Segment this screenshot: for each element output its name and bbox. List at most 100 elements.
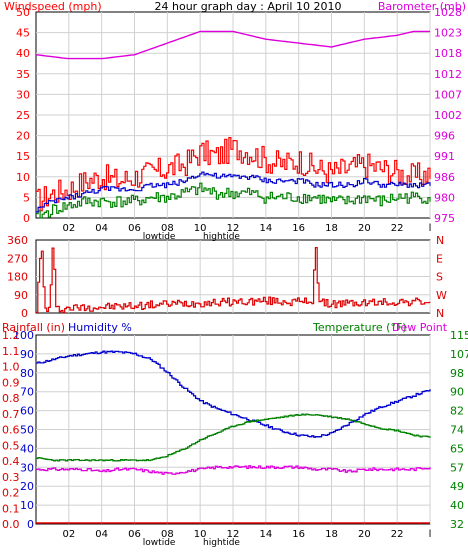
- dewpoint-axis-label: Dew Point: [392, 321, 448, 334]
- humidity-axis-tick: 0: [27, 518, 34, 531]
- rainfall-axis-tick: 1.0: [2, 361, 20, 374]
- barometer-axis-tick: 1012: [434, 68, 462, 81]
- temperature-series-line: [36, 413, 431, 462]
- windspeed-axis-label: Windspeed (mph): [4, 0, 102, 13]
- humidity-axis-tick: 100: [13, 329, 34, 342]
- temperature-axis-tick: 115: [450, 329, 468, 342]
- wind-gust-series-line: [36, 137, 431, 212]
- humidity-axis-tick: 90: [20, 348, 34, 361]
- wind-axis-tick: 0: [23, 212, 30, 225]
- wind-axis-tick: 20: [16, 130, 30, 143]
- rainfall-axis-label: Rainfall (in): [2, 321, 65, 334]
- hour-tick-label: 20: [358, 223, 371, 234]
- hour-tick-label: 18: [325, 529, 338, 540]
- wind-axis-tick: 5: [23, 191, 30, 204]
- hightide-label: hightide: [203, 538, 240, 548]
- lowtide-label: lowtide: [143, 538, 176, 548]
- barometer-axis-tick: 986: [434, 171, 455, 184]
- direction-axis-tick: 90: [14, 289, 28, 302]
- barometer-axis-tick: 991: [434, 150, 455, 163]
- hour-tick-label: 04: [95, 529, 108, 540]
- rainfall-axis-tick: 1.2: [2, 329, 20, 342]
- hour-tick-label: 08: [161, 223, 174, 234]
- rainfall-axis-tick: 0.3: [2, 471, 20, 484]
- temperature-axis-tick: 65: [450, 442, 464, 455]
- wind-axis-tick: 40: [16, 47, 30, 60]
- wind-axis-tick: 25: [16, 109, 30, 122]
- hour-tick-label: 02: [62, 223, 75, 234]
- hour-tick-label: 12: [227, 223, 240, 234]
- hour-tick-label: l: [429, 223, 432, 234]
- temperature-axis-tick: 107: [450, 348, 468, 361]
- hour-tick-label: 22: [391, 223, 404, 234]
- humidity-axis-tick: 40: [20, 442, 34, 455]
- hour-tick-label: 12: [227, 529, 240, 540]
- chart-title: 24 hour graph day : April 10 2010: [155, 0, 342, 13]
- direction-axis-tick: 360: [7, 234, 28, 247]
- wind-base-series-line: [36, 182, 431, 219]
- hour-tick-label: 14: [259, 223, 272, 234]
- wind-axis-tick: 50: [16, 6, 30, 19]
- temperature-axis-tick: 74: [450, 424, 464, 437]
- barometer-axis-tick: 1002: [434, 109, 462, 122]
- hour-tick-label: 10: [194, 223, 207, 234]
- direction-axis-tick: 0: [21, 307, 28, 320]
- temperature-axis-label: Temperature (°F): [312, 321, 407, 334]
- humidity-series-line: [36, 350, 431, 438]
- hour-tick-label: 06: [128, 223, 141, 234]
- barometer-axis-tick: 996: [434, 130, 455, 143]
- hour-tick-label: 16: [292, 223, 305, 234]
- humidity-axis-tick: 60: [20, 405, 34, 418]
- hour-tick-label: 18: [325, 223, 338, 234]
- barometer-axis-label: Barometer (mb): [378, 0, 466, 13]
- rainfall-axis-tick: 0.0: [2, 518, 20, 531]
- barometer-axis-tick: 1028: [434, 6, 462, 19]
- barometer-axis-tick: 1007: [434, 88, 462, 101]
- hour-tick-label: 20: [358, 529, 371, 540]
- lowtide-label: lowtide: [143, 232, 176, 242]
- hour-tick-label: 14: [259, 529, 272, 540]
- compass-axis-tick: N: [436, 307, 444, 320]
- compass-axis-tick: W: [436, 289, 447, 302]
- hour-tick-label: 22: [391, 529, 404, 540]
- temperature-axis-tick: 40: [450, 499, 464, 512]
- hour-tick-label: 02: [62, 529, 75, 540]
- barometer-series-line: [35, 30, 430, 60]
- dewpoint-series-line: [36, 465, 431, 475]
- compass-axis-tick: N: [436, 234, 444, 247]
- temperature-axis-tick: 49: [450, 480, 464, 493]
- rainfall-axis-tick: 0.8: [2, 392, 20, 405]
- rainfall-axis-tick: 1.1: [2, 345, 20, 358]
- direction-axis-tick: 180: [7, 271, 28, 284]
- rainfall-axis-tick: 0.2: [2, 487, 20, 500]
- hour-tick-label: 08: [161, 529, 174, 540]
- humidity-axis-tick: 50: [20, 424, 34, 437]
- direction-axis-tick: 270: [7, 252, 28, 265]
- temperature-axis-tick: 90: [450, 386, 464, 399]
- rainfall-axis-tick: 0.9: [2, 376, 20, 389]
- wind-axis-tick: 10: [16, 171, 30, 184]
- compass-axis-tick: S: [436, 271, 443, 284]
- wind-direction-series-line: [36, 247, 431, 314]
- rainfall-axis-tick: 0.4: [2, 455, 20, 468]
- hour-tick-label: 16: [292, 529, 305, 540]
- barometer-axis-tick: 975: [434, 212, 455, 225]
- temperature-axis-tick: 98: [450, 367, 464, 380]
- temperature-axis-tick: 82: [450, 405, 464, 418]
- compass-axis-tick: E: [436, 252, 443, 265]
- hour-tick-label: 04: [95, 223, 108, 234]
- temperature-axis-tick: 32: [450, 518, 464, 531]
- humidity-axis-tick: 10: [20, 499, 34, 512]
- barometer-axis-tick: 1023: [434, 27, 462, 40]
- humidity-axis-label: Humidity %: [68, 321, 132, 334]
- hour-tick-label: 06: [128, 529, 141, 540]
- humidity-axis-tick: 70: [20, 386, 34, 399]
- hour-tick-label: l: [429, 529, 432, 540]
- wind-axis-tick: 35: [16, 68, 30, 81]
- barometer-axis-tick: 980: [434, 191, 455, 204]
- barometer-axis-tick: 1018: [434, 47, 462, 60]
- humidity-axis-tick: 30: [20, 461, 34, 474]
- rainfall-axis-tick: 0.6: [2, 424, 20, 437]
- rainfall-axis-tick: 0.5: [2, 439, 20, 452]
